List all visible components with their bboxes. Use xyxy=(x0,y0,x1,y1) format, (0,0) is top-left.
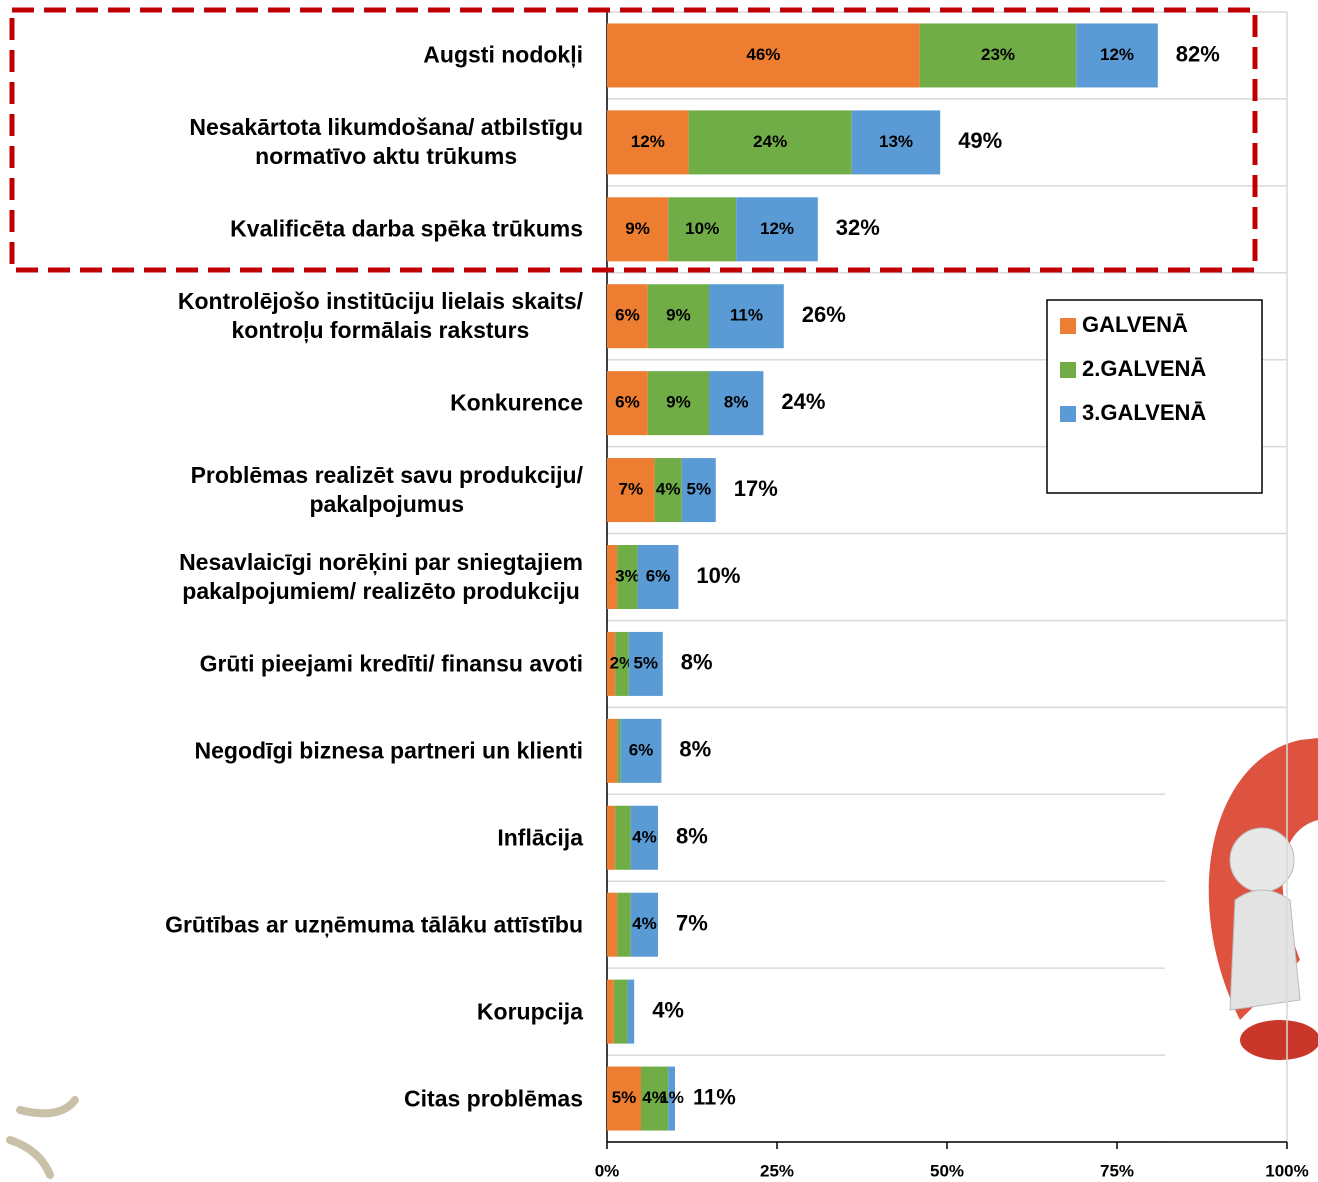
total-label: 82% xyxy=(1176,41,1220,66)
bar-segment xyxy=(617,719,620,783)
bar-segment xyxy=(614,980,628,1044)
category-label: Inflācija xyxy=(497,823,583,852)
value-label: 9% xyxy=(666,306,691,325)
category-label: Problēmas realizēt savu produkciju/ paka… xyxy=(191,461,583,519)
value-label: 6% xyxy=(615,306,640,325)
category-label: Korupcija xyxy=(477,997,583,1026)
bar-segment xyxy=(615,806,631,870)
value-label: 6% xyxy=(629,740,654,759)
total-label: 4% xyxy=(652,997,684,1022)
category-label: Konkurence xyxy=(450,389,583,418)
value-label: 23% xyxy=(981,45,1015,64)
value-label: 6% xyxy=(615,393,640,412)
category-label: Augsti nodokļi xyxy=(423,41,583,70)
legend-label: GALVENĀ xyxy=(1082,312,1188,337)
value-label: 6% xyxy=(646,566,671,585)
legend-label: 3.GALVENĀ xyxy=(1082,400,1206,425)
category-label: Grūti pieejami kredīti/ finansu avoti xyxy=(200,649,583,678)
total-label: 17% xyxy=(734,476,778,501)
total-label: 49% xyxy=(958,128,1002,153)
value-label: 12% xyxy=(760,219,794,238)
category-label: Grūtības ar uzņēmuma tālāku attīstību xyxy=(165,910,583,939)
value-label: 46% xyxy=(746,45,780,64)
legend-swatch xyxy=(1060,406,1076,422)
page: 0% 25% 50% 75% 100% 46% 23% 12% 82% 12% 24% 13% 49% 9… xyxy=(0,0,1318,1182)
bar-segment xyxy=(607,980,614,1044)
category-label: Nesakārtota likumdošana/ atbilstīgu norm… xyxy=(189,113,583,171)
total-label: 10% xyxy=(696,563,740,588)
total-label: 26% xyxy=(802,302,846,327)
category-label: Citas problēmas xyxy=(404,1084,583,1113)
value-label: 5% xyxy=(633,653,658,672)
bar-segment xyxy=(607,719,617,783)
total-label: 32% xyxy=(836,215,880,240)
value-label: 4% xyxy=(632,914,657,933)
value-label: 1% xyxy=(659,1088,684,1107)
x-tick-label: 0% xyxy=(595,1161,620,1180)
value-label: 9% xyxy=(666,393,691,412)
value-label: 9% xyxy=(625,219,650,238)
bar-segment xyxy=(607,893,617,957)
value-label: 7% xyxy=(619,480,644,499)
value-label: 4% xyxy=(656,480,681,499)
total-label: 11% xyxy=(693,1084,736,1109)
category-label: Nesavlaicīgi norēķini par sniegtajiem pa… xyxy=(179,548,583,606)
total-label: 24% xyxy=(781,389,825,414)
total-label: 8% xyxy=(679,737,711,762)
value-label: 5% xyxy=(687,480,712,499)
value-label: 12% xyxy=(631,132,665,151)
value-label: 4% xyxy=(632,827,657,846)
value-label: 11% xyxy=(730,306,763,325)
x-tick-label: 25% xyxy=(760,1161,794,1180)
legend-swatch xyxy=(1060,318,1076,334)
category-label: Negodīgi biznesa partneri un klienti xyxy=(195,736,584,765)
value-label: 10% xyxy=(685,219,719,238)
bar-segment xyxy=(617,893,631,957)
value-label: 13% xyxy=(879,132,913,151)
value-label: 3% xyxy=(615,566,640,585)
x-tick-label: 75% xyxy=(1100,1161,1134,1180)
category-label: Kontrolējošo institūciju lielais skaits/… xyxy=(178,287,583,345)
legend-swatch xyxy=(1060,362,1076,378)
bar-segment xyxy=(627,980,634,1044)
total-label: 8% xyxy=(681,650,713,675)
total-label: 7% xyxy=(676,911,708,936)
total-label: 8% xyxy=(676,824,708,849)
bar-segment xyxy=(607,806,615,870)
value-label: 24% xyxy=(753,132,787,151)
x-tick-label: 100% xyxy=(1265,1161,1308,1180)
x-tick-label: 50% xyxy=(930,1161,964,1180)
value-label: 5% xyxy=(612,1088,637,1107)
value-label: 8% xyxy=(724,393,749,412)
value-label: 12% xyxy=(1100,45,1134,64)
category-label: Kvalificēta darba spēka trūkums xyxy=(230,215,583,244)
legend-label: 2.GALVENĀ xyxy=(1082,356,1206,381)
